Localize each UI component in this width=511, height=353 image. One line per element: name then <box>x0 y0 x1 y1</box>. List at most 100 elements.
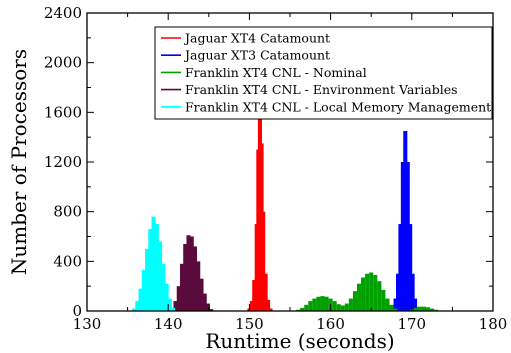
legend: Jaguar XT4 Catamount Jaguar XT3 Catamount… <box>154 26 493 120</box>
legend-label: Jaguar XT3 Catamount <box>183 48 330 63</box>
y-tick-label: 1600 <box>44 103 82 121</box>
bar <box>199 278 204 311</box>
x-tick-label: 170 <box>397 315 426 333</box>
bar <box>173 301 178 311</box>
bar <box>426 307 431 311</box>
x-tick-label: 130 <box>73 315 102 333</box>
bar <box>209 309 214 311</box>
bar <box>405 162 410 311</box>
bar <box>320 296 325 311</box>
y-tick-label: 2000 <box>44 54 82 72</box>
bar <box>145 248 150 311</box>
y-tick-label: 2400 <box>44 4 82 22</box>
bar <box>176 286 181 311</box>
bar <box>261 211 266 311</box>
bar <box>249 301 254 311</box>
bar <box>381 289 386 311</box>
bar <box>393 298 398 311</box>
bar <box>413 307 418 311</box>
bar <box>344 303 349 311</box>
legend-box <box>154 26 493 120</box>
x-tick-label: 180 <box>479 315 508 333</box>
bar <box>430 308 435 311</box>
bar <box>417 306 422 311</box>
bar <box>164 283 169 311</box>
bar <box>151 216 156 311</box>
bar <box>312 298 317 311</box>
bar <box>395 273 401 311</box>
legend-label: Jaguar XT4 Catamount <box>183 31 330 46</box>
legend-item: Franklin XT4 CNL - Local Memory Manageme… <box>161 99 491 114</box>
bar <box>186 235 191 311</box>
bar <box>171 307 176 311</box>
series-2 <box>391 130 420 311</box>
legend-label: Franklin XT4 CNL - Environment Variables <box>185 82 458 97</box>
y-tick-label: 1200 <box>44 153 82 171</box>
bar <box>398 224 403 311</box>
bar <box>300 307 305 311</box>
bar <box>340 305 345 311</box>
bar <box>161 263 166 311</box>
x-axis-label: Runtime (seconds) <box>205 329 394 353</box>
bar <box>183 243 188 311</box>
bar <box>189 236 194 311</box>
bar <box>332 301 337 311</box>
x-tick-label: 160 <box>316 315 345 333</box>
series-5 <box>132 216 176 311</box>
bar <box>356 283 362 311</box>
bar <box>268 308 273 311</box>
y-tick-label: 400 <box>53 252 82 270</box>
bar <box>365 273 370 311</box>
series-1 <box>247 116 273 312</box>
bar <box>389 304 394 311</box>
bar <box>413 298 418 311</box>
bar <box>400 162 405 311</box>
legend-label: Franklin XT4 CNL - Nominal <box>185 65 367 80</box>
bar <box>336 304 341 311</box>
y-axis-label: Number of Processors <box>7 49 31 275</box>
bar <box>410 273 415 311</box>
bar <box>403 130 408 311</box>
bar <box>352 291 357 311</box>
axis-ticks: 130 140 150 160 170 180 0 400 800 1200 1600 2000 240… <box>44 4 508 333</box>
bar <box>348 298 353 311</box>
y-tick-label: 800 <box>53 203 82 221</box>
bar <box>132 308 137 311</box>
bar <box>192 246 198 311</box>
bar <box>266 299 271 311</box>
bar <box>196 261 201 311</box>
bar <box>393 308 398 311</box>
x-tick-label: 140 <box>154 315 183 333</box>
bar <box>308 301 313 311</box>
histogram-bars <box>132 116 439 312</box>
bar <box>324 296 329 311</box>
bar <box>202 293 207 311</box>
bar <box>148 229 153 311</box>
bar <box>361 277 366 311</box>
legend-item: Jaguar XT3 Catamount <box>161 48 330 63</box>
bar <box>377 281 382 311</box>
bar <box>408 224 413 311</box>
bar <box>205 303 211 311</box>
bar <box>135 301 140 311</box>
bar <box>421 306 427 311</box>
bar <box>179 263 185 311</box>
bar <box>141 270 146 311</box>
legend-item: Franklin XT4 CNL - Nominal <box>161 65 367 80</box>
bar <box>385 298 390 311</box>
bar <box>316 296 321 311</box>
bar <box>158 241 163 311</box>
series-4 <box>170 235 214 311</box>
bar <box>138 288 143 311</box>
bar <box>252 279 257 311</box>
legend-label: Franklin XT4 CNL - Local Memory Manageme… <box>185 99 491 114</box>
legend-item: Franklin XT4 CNL - Environment Variables <box>161 82 458 97</box>
bar <box>304 304 309 311</box>
bar <box>373 274 378 311</box>
bar <box>154 224 159 311</box>
bar <box>263 273 268 311</box>
legend-item: Jaguar XT4 Catamount <box>161 31 330 46</box>
x-tick-label: 150 <box>235 315 264 333</box>
bar <box>369 272 374 311</box>
